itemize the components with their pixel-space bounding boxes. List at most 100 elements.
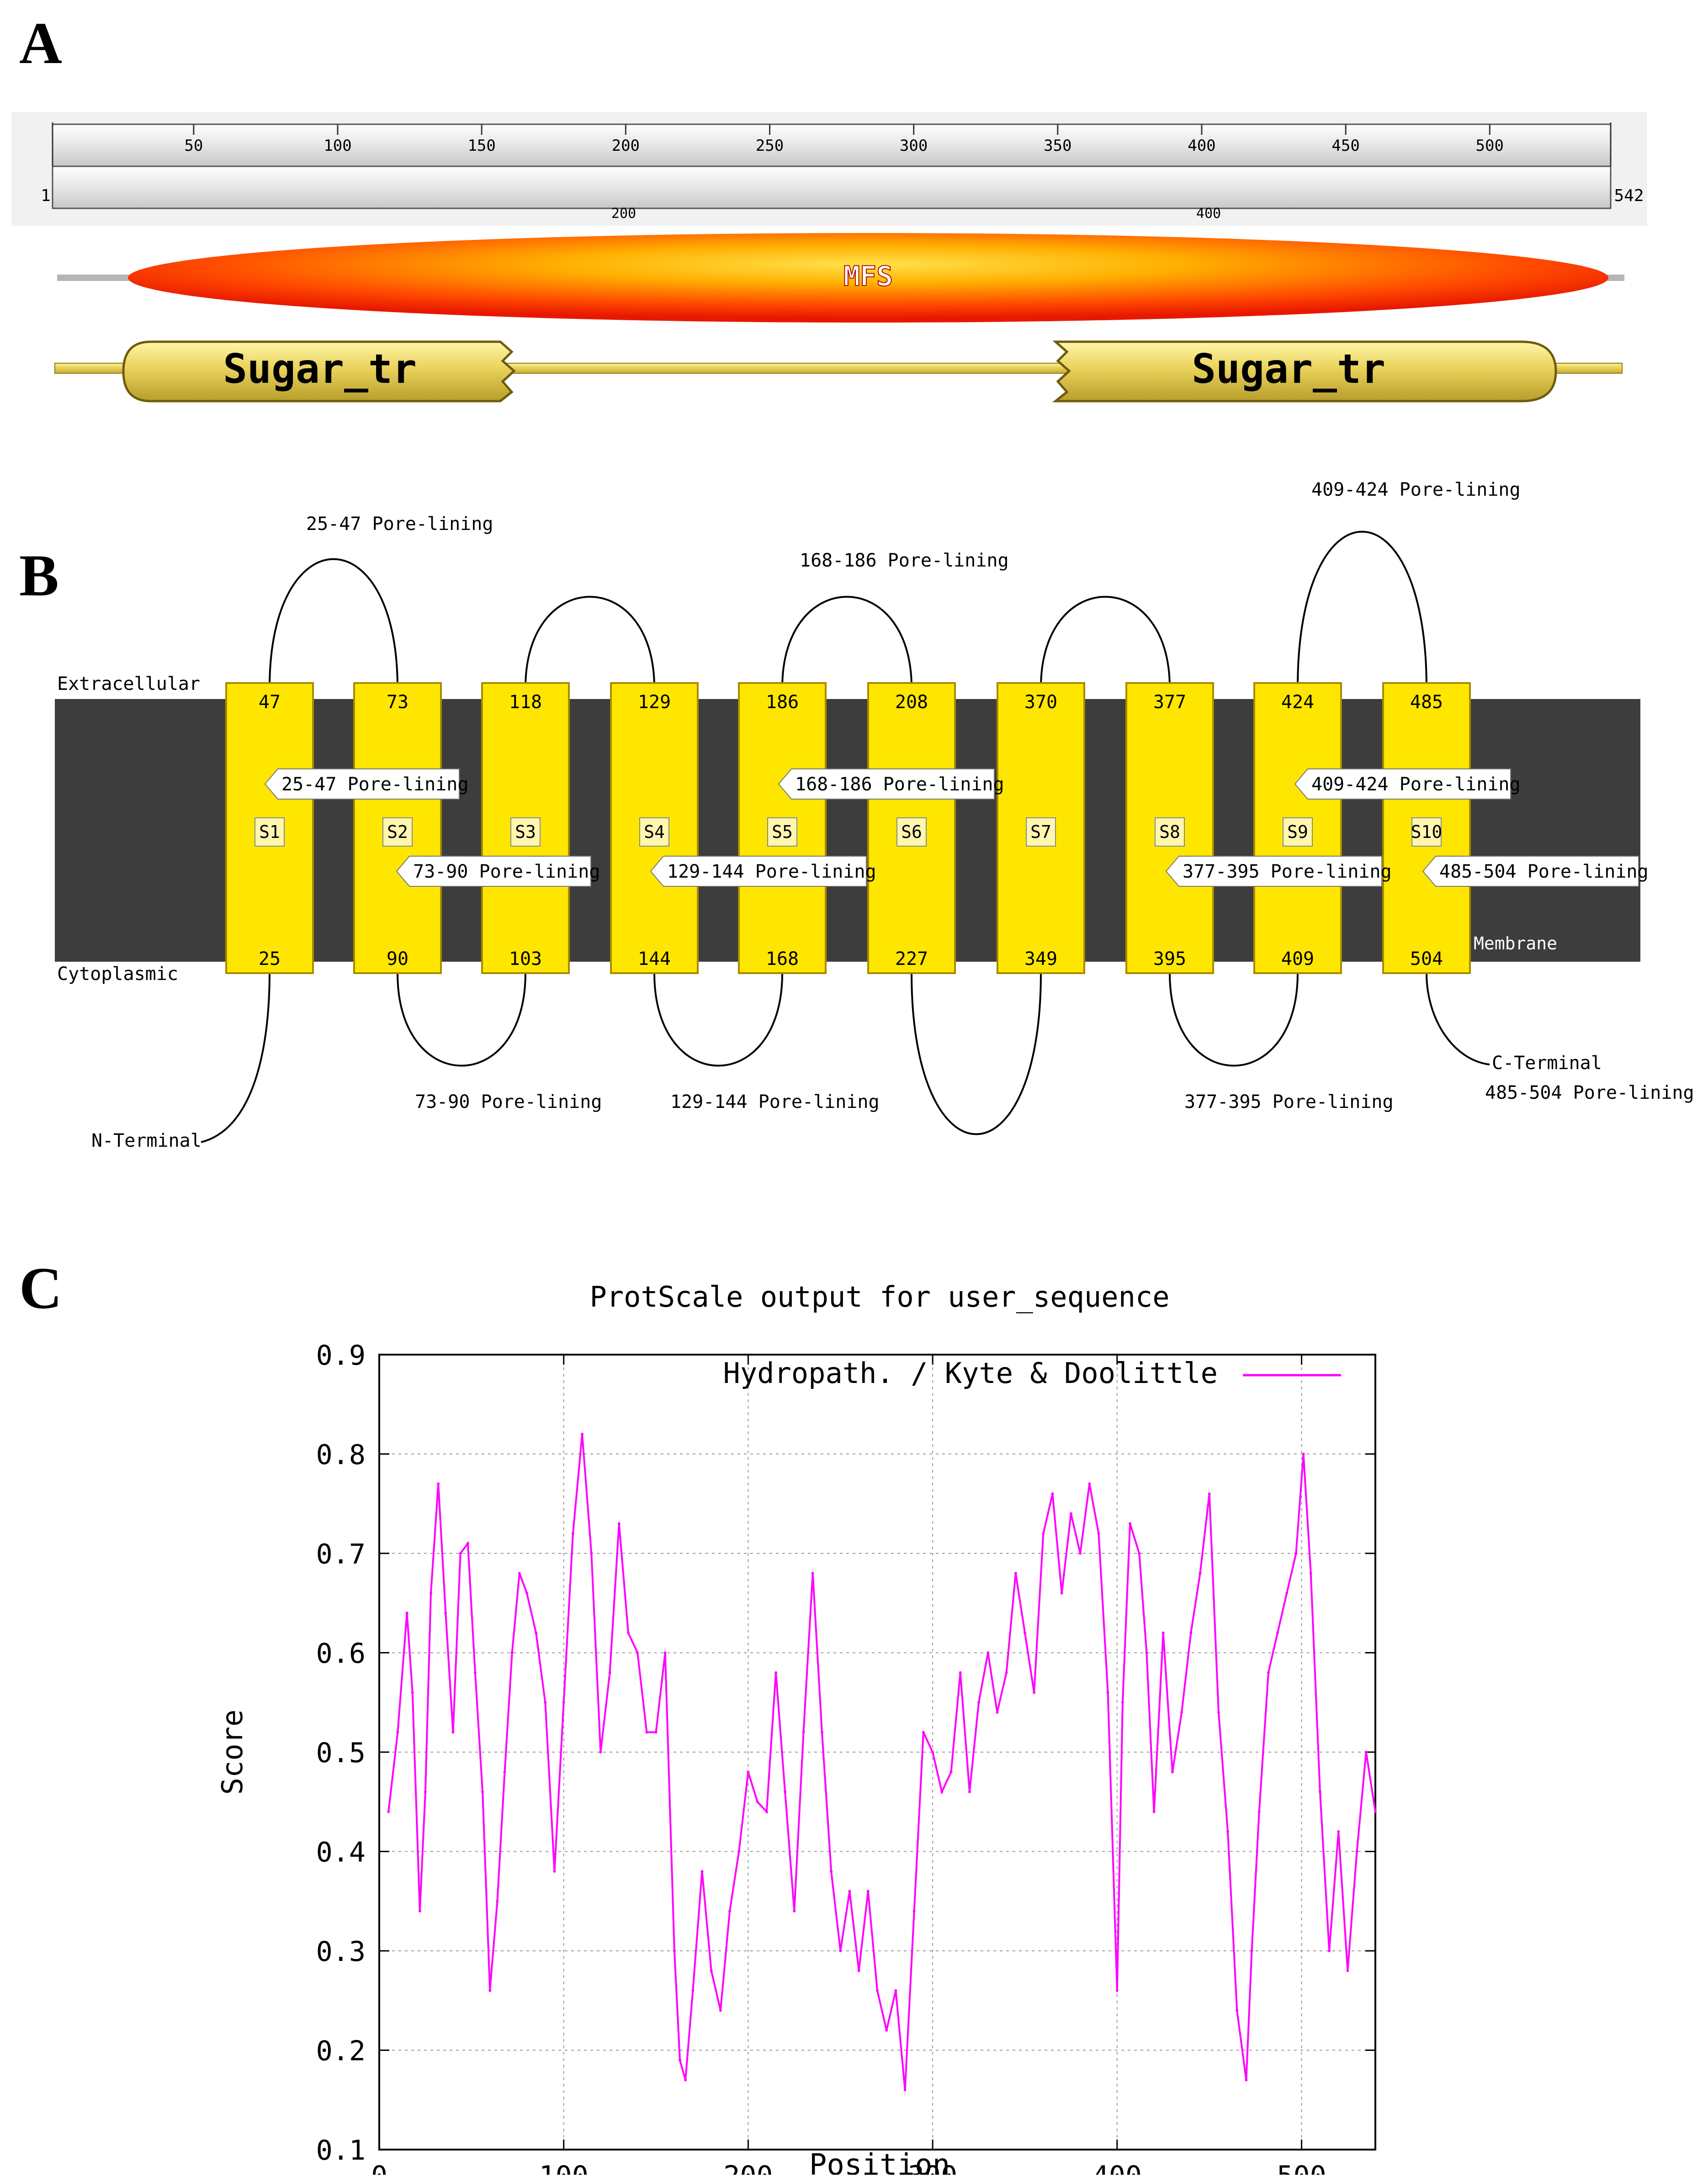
loop-s5-s6 xyxy=(781,596,912,688)
data-point xyxy=(1033,1691,1036,1694)
data-point xyxy=(1309,1572,1312,1575)
pfam-sugar-tr-left-label: Sugar_tr xyxy=(223,345,417,392)
data-point xyxy=(839,1949,842,1952)
pore-lining-tag xyxy=(1165,856,1382,887)
data-point xyxy=(473,1671,477,1674)
data-point xyxy=(1097,1532,1100,1535)
data-point xyxy=(1337,1830,1340,1833)
c-terminal-tail xyxy=(1426,973,1490,1065)
data-point xyxy=(437,1482,440,1485)
data-point xyxy=(1294,1552,1298,1555)
ruler-tick-label: 350 xyxy=(1044,137,1071,155)
membrane-band xyxy=(55,699,1640,962)
data-point xyxy=(459,1552,462,1555)
data-point xyxy=(553,1870,556,1873)
helix-name: S9 xyxy=(1287,822,1308,842)
data-point xyxy=(590,1552,593,1555)
data-point xyxy=(1199,1572,1202,1575)
pfam-sugar-tr-right-label: Sugar_tr xyxy=(1192,345,1385,392)
y-tick-label: 0.3 xyxy=(316,1936,366,1968)
helix-name-box xyxy=(1283,817,1313,847)
helix-top-residue: 370 xyxy=(1024,692,1057,713)
pore-lining-tag-label: 129-144 Pore-lining xyxy=(667,861,876,882)
helix-top-residue: 73 xyxy=(387,692,408,713)
data-point xyxy=(866,1890,870,1893)
helix-top-residue: 129 xyxy=(638,692,671,713)
loop-s4-s5 xyxy=(653,973,783,1067)
data-point xyxy=(544,1701,547,1704)
data-point xyxy=(1189,1631,1193,1634)
data-point xyxy=(571,1532,574,1535)
y-tick-label: 0.8 xyxy=(316,1439,366,1471)
data-point xyxy=(774,1671,777,1674)
ruler-end-label: 542 xyxy=(1614,186,1644,205)
helix-bottom-residue: 504 xyxy=(1410,948,1443,969)
y-tick-label: 0.9 xyxy=(316,1340,366,1372)
x-tick-label: 300 xyxy=(908,2160,957,2175)
data-point xyxy=(802,1731,805,1734)
loop-s6-s7 xyxy=(911,973,1042,1135)
data-point xyxy=(756,1800,759,1803)
data-point xyxy=(617,1522,621,1525)
data-point xyxy=(820,1731,823,1734)
data-point xyxy=(1024,1631,1026,1634)
data-point xyxy=(728,1910,731,1912)
data-point xyxy=(405,1611,408,1615)
y-axis-label: Score xyxy=(216,1710,249,1795)
data-point xyxy=(949,1770,953,1774)
data-point xyxy=(1257,1810,1261,1813)
data-point xyxy=(857,1969,860,1972)
helix-bottom-residue: 90 xyxy=(387,948,408,969)
data-point xyxy=(977,1701,980,1704)
data-point xyxy=(636,1651,639,1654)
loop-label-409-424: 409-424 Pore-lining xyxy=(1311,479,1521,500)
data-point xyxy=(876,1989,879,1992)
data-point xyxy=(894,1989,897,1992)
helix-name-box xyxy=(896,817,927,847)
data-point xyxy=(691,1989,695,1992)
pore-lining-tag-label: 377-395 Pore-lining xyxy=(1183,861,1392,882)
c-terminal-label: C-Terminal xyxy=(1492,1053,1602,1074)
x-axis-ticks: 0 100 200 300 400 500 xyxy=(371,1355,1326,2175)
y-tick-label: 0.4 xyxy=(316,1837,366,1869)
helix-top-residue: 208 xyxy=(895,692,928,713)
data-point xyxy=(1152,1810,1156,1813)
data-point xyxy=(1355,1850,1358,1853)
membrane-label: Membrane xyxy=(1474,933,1557,953)
helix-name-box xyxy=(382,817,413,847)
helix-top-residue: 186 xyxy=(766,692,799,713)
loop-label-129-144: 129-144 Pore-lining xyxy=(670,1091,880,1112)
data-point xyxy=(737,1850,741,1853)
data-point xyxy=(1121,1701,1124,1704)
data-point xyxy=(811,1572,814,1575)
ruler-tick-label: 300 xyxy=(900,137,928,155)
data-point xyxy=(940,1790,944,1793)
helix-bottom-residue: 168 xyxy=(766,948,799,969)
ruler-tick-label: 50 xyxy=(184,137,203,155)
helix-name-box xyxy=(1155,817,1185,847)
helix-bottom-residue: 349 xyxy=(1024,948,1057,969)
data-point xyxy=(1217,1711,1220,1714)
helix-name: S6 xyxy=(901,822,922,842)
data-point xyxy=(710,1969,713,1972)
data-point xyxy=(1250,1949,1253,1952)
helix-bottom-residue: 409 xyxy=(1281,948,1314,969)
pore-lining-tag-label: 25-47 Pore-lining xyxy=(281,774,468,795)
data-point xyxy=(885,2029,888,2032)
helix-bottom-residue: 227 xyxy=(895,948,928,969)
plot-area xyxy=(378,1354,1376,2151)
data-point xyxy=(581,1433,584,1435)
data-point xyxy=(466,1542,469,1545)
ruler-tick-label: 150 xyxy=(467,137,495,155)
cytoplasmic-label: Cytoplasmic xyxy=(57,964,178,985)
pore-lining-tag xyxy=(1422,856,1639,887)
data-point xyxy=(1364,1751,1368,1753)
data-point xyxy=(1079,1552,1082,1555)
data-point xyxy=(654,1731,658,1734)
helix-top-residue: 118 xyxy=(509,692,542,713)
pore-lining-tag xyxy=(1294,768,1511,800)
data-point xyxy=(488,1989,492,1992)
data-point xyxy=(793,1910,796,1912)
data-point xyxy=(387,1810,390,1813)
data-point xyxy=(496,1900,499,1903)
